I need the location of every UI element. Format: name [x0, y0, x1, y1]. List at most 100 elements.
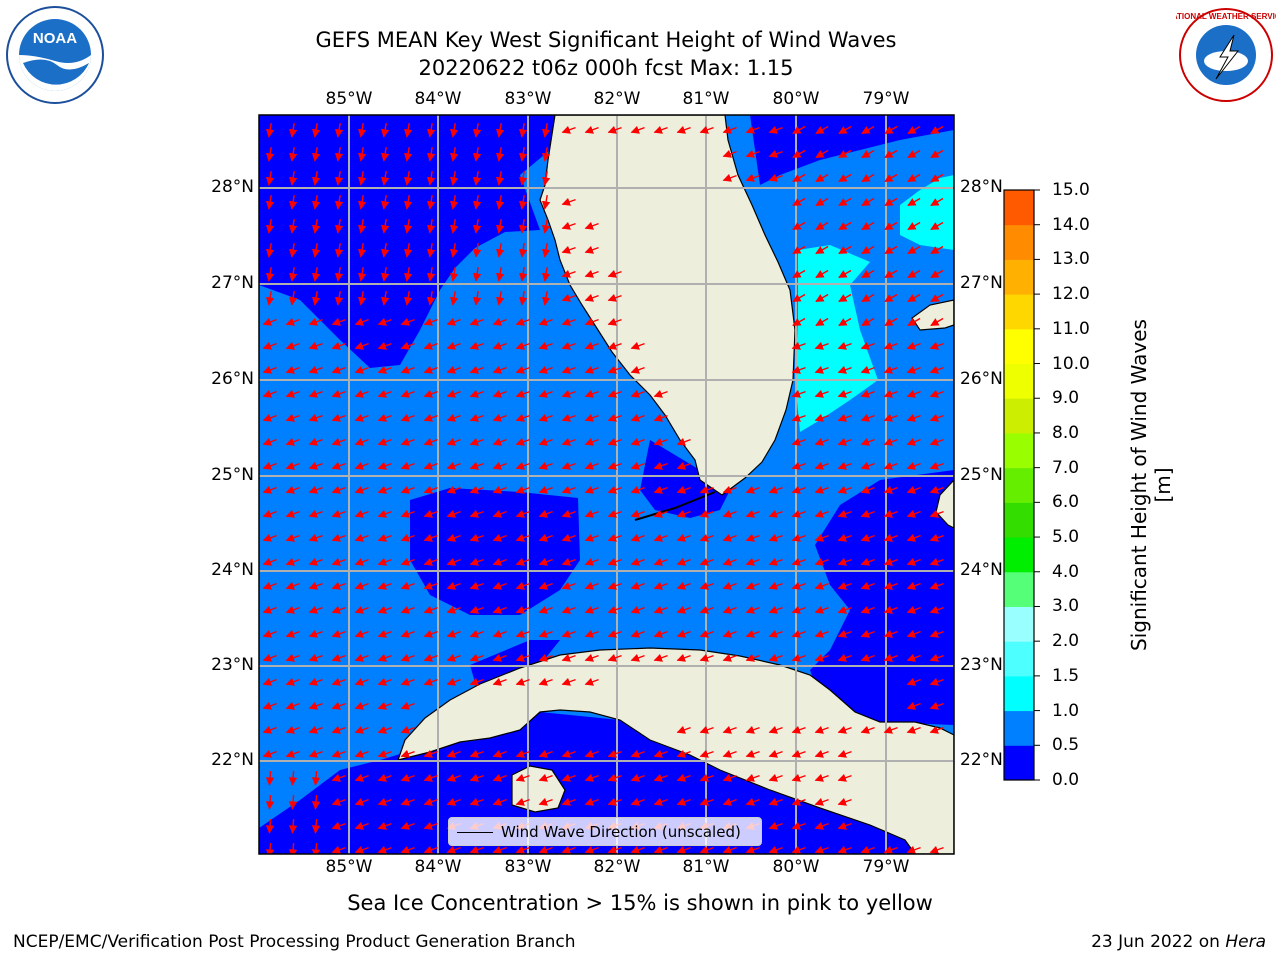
wave-direction-arrow — [265, 122, 275, 138]
wave-direction-arrow — [380, 266, 390, 282]
wave-direction-arrow — [449, 218, 459, 234]
wave-direction-arrow — [653, 797, 668, 806]
wave-direction-arrow — [400, 389, 415, 398]
wave-direction-arrow — [699, 557, 714, 566]
wave-direction-arrow — [930, 173, 944, 183]
wave-direction-arrow — [423, 749, 438, 758]
wave-direction-arrow — [745, 581, 760, 590]
wave-direction-arrow — [815, 197, 829, 207]
wave-direction-arrow — [331, 509, 346, 518]
wave-direction-arrow — [285, 653, 300, 662]
wave-direction-arrow — [860, 605, 875, 614]
wave-direction-arrow — [653, 653, 668, 662]
wave-direction-arrow — [676, 581, 691, 590]
wave-direction-arrow — [541, 218, 551, 234]
wave-direction-arrow — [538, 437, 553, 446]
wave-direction-arrow — [791, 797, 806, 806]
wave-direction-arrow — [446, 389, 461, 398]
wave-direction-arrow — [861, 197, 875, 207]
wave-direction-arrow — [495, 170, 505, 186]
wave-direction-arrow — [285, 581, 300, 590]
wave-direction-arrow — [334, 242, 344, 258]
wave-direction-arrow — [265, 794, 275, 810]
wave-direction-arrow — [541, 122, 551, 138]
wave-direction-arrow — [331, 749, 346, 758]
wave-direction-arrow — [515, 581, 530, 590]
wave-direction-arrow — [357, 170, 367, 186]
wave-direction-arrow — [791, 749, 806, 758]
wave-direction-arrow — [495, 218, 505, 234]
wave-direction-arrow — [331, 797, 346, 806]
wave-direction-arrow — [883, 629, 898, 638]
wave-direction-arrow — [814, 581, 829, 590]
wave-direction-arrow — [538, 533, 553, 542]
wave-direction-arrow — [699, 749, 714, 758]
wave-direction-arrow — [377, 581, 392, 590]
wave-direction-arrow — [403, 146, 413, 162]
wave-direction-arrow — [377, 845, 392, 854]
wave-direction-arrow — [607, 461, 622, 470]
wave-direction-arrow — [400, 797, 415, 806]
wave-direction-arrow — [400, 605, 415, 614]
wave-direction-arrow — [357, 218, 367, 234]
lat-label-right: 26°N — [960, 369, 1003, 389]
wave-direction-arrow — [403, 194, 413, 210]
wave-direction-arrow — [400, 533, 415, 542]
wave-direction-arrow — [423, 797, 438, 806]
wave-direction-arrow — [515, 845, 530, 854]
wave-direction-arrow — [883, 485, 898, 494]
colorbar-segment — [1004, 641, 1034, 677]
wave-direction-arrow — [518, 242, 528, 258]
wave-direction-arrow — [883, 365, 898, 374]
wave-direction-arrow — [380, 290, 390, 306]
wave-direction-arrow — [285, 509, 300, 518]
wave-direction-arrow — [929, 677, 944, 686]
wave-direction-arrow — [861, 317, 875, 327]
wave-direction-arrow — [630, 509, 645, 518]
wave-direction-arrow — [814, 509, 829, 518]
wave-direction-arrow — [538, 797, 553, 806]
wave-direction-arrow — [883, 413, 898, 422]
wave-direction-arrow — [792, 293, 806, 303]
bahamas-land — [911, 299, 954, 331]
wave-direction-arrow — [403, 170, 413, 186]
wave-direction-arrow — [768, 749, 783, 758]
colorbar-segment — [1004, 710, 1034, 746]
wave-direction-arrow — [423, 485, 438, 494]
colorbar-segment — [1004, 363, 1034, 399]
colorbar-frame — [1003, 189, 1035, 781]
wave-direction-arrow — [837, 725, 852, 734]
wave-direction-arrow — [354, 461, 369, 470]
wave-direction-arrow — [449, 242, 459, 258]
wave-direction-arrow — [538, 461, 553, 470]
lon-label-bottom: 83°W — [504, 857, 552, 877]
wave-direction-arrow — [768, 725, 783, 734]
wave-direction-arrow — [791, 461, 806, 470]
wave-direction-arrow — [472, 170, 482, 186]
wave-direction-arrow — [492, 773, 507, 782]
wave-direction-arrow — [838, 221, 852, 231]
wave-direction-arrow — [607, 605, 622, 614]
wave-direction-arrow — [722, 629, 737, 638]
wave-direction-arrow — [699, 629, 714, 638]
colorbar-segment — [1004, 675, 1034, 712]
wave-direction-arrow — [906, 485, 921, 494]
wave-direction-arrow — [768, 581, 783, 590]
lon-label-bottom: 85°W — [325, 857, 373, 877]
wave-direction-arrow — [446, 437, 461, 446]
wave-direction-arrow — [745, 533, 760, 542]
wave-direction-arrow — [653, 773, 668, 782]
wave-direction-arrow — [377, 317, 392, 326]
wave-direction-arrow — [584, 845, 599, 854]
colorbar-tick-label: 7.0 — [1052, 457, 1080, 478]
wave-direction-arrow — [518, 146, 528, 162]
wave-direction-arrow — [538, 341, 553, 350]
wave-direction-arrow — [883, 557, 898, 566]
wave-direction-arrow — [541, 146, 551, 162]
wave-direction-arrow — [814, 365, 829, 374]
wave-direction-arrow — [515, 365, 530, 374]
lon-label-bottom: 79°W — [862, 857, 910, 877]
wave-direction-arrow — [311, 218, 321, 234]
wave-direction-arrow — [607, 533, 622, 542]
wave-direction-arrow — [380, 122, 390, 138]
